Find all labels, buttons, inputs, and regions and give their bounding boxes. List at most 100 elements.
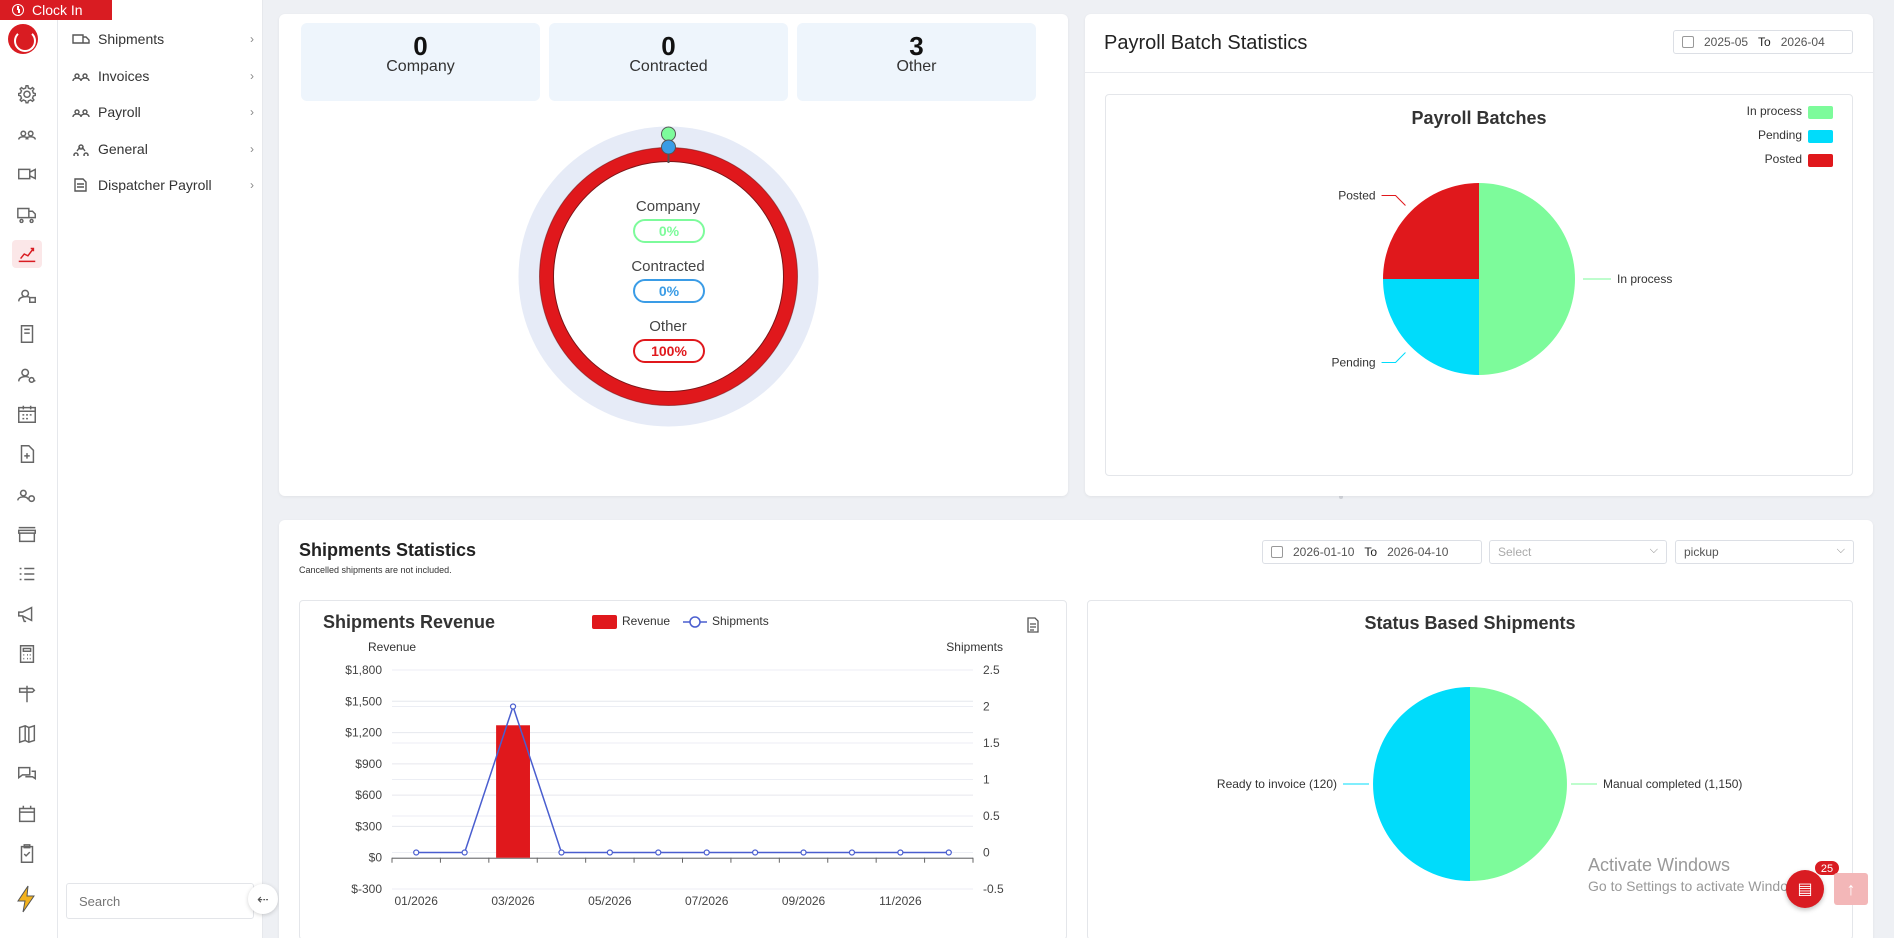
bar-revenue[interactable] [496, 725, 530, 858]
collapse-sidebar-button[interactable]: ⇠ [248, 884, 278, 914]
rail-megaphone[interactable] [12, 600, 42, 628]
payroll-panel-title: Payroll Batch Statistics [1104, 32, 1308, 54]
driver-type-donut [518, 126, 819, 427]
export-document-icon[interactable] [1026, 617, 1040, 633]
scroll-top-button[interactable]: ↑ [1834, 873, 1868, 905]
pie-slice[interactable] [1470, 687, 1567, 881]
payroll-date-range[interactable]: 2025-05 To 2026-04 [1673, 30, 1853, 54]
rail-dashboard-chart[interactable] [12, 240, 42, 268]
pie-slice[interactable] [1373, 687, 1470, 881]
point-shipments[interactable] [606, 849, 613, 856]
rail-video[interactable] [12, 160, 42, 188]
donut-label-contracted: Contracted [631, 258, 705, 275]
rail-calendar[interactable] [12, 400, 42, 428]
nodes-icon [73, 143, 89, 156]
point-shipments[interactable] [413, 849, 420, 856]
shipment-type-select[interactable]: pickup ⌵ [1675, 540, 1854, 564]
shipments-date-range[interactable]: 2026-01-10 To 2026-04-10 [1262, 540, 1482, 564]
point-shipments[interactable] [848, 849, 856, 856]
sidebar-search-input[interactable] [66, 883, 254, 919]
rail-signpost[interactable] [12, 680, 42, 708]
point-shipments[interactable] [752, 849, 759, 856]
legend-swatch[interactable] [1808, 154, 1833, 167]
rail-gear[interactable] [12, 80, 42, 108]
dashboard-chart-icon [18, 247, 36, 263]
point-shipments[interactable] [655, 849, 662, 856]
rail-file-add[interactable] [12, 440, 42, 468]
pie-slice[interactable] [1383, 279, 1479, 375]
chevron-right-icon: › [250, 141, 254, 156]
chevron-right-icon: › [250, 105, 254, 119]
rail-map[interactable] [12, 720, 42, 748]
subnav-item-invoices[interactable]: Invoices › [72, 65, 258, 87]
rail-checklist[interactable] [12, 840, 42, 868]
point-shipments[interactable] [800, 849, 807, 856]
x-tick-label: 07/2026 [685, 894, 729, 908]
stat-value: 0 [413, 31, 428, 61]
app-logo[interactable] [8, 24, 38, 54]
pie-slice[interactable] [1383, 183, 1479, 279]
rail-chat[interactable] [12, 760, 42, 788]
signpost-icon [18, 685, 36, 703]
select-value: pickup [1684, 545, 1719, 559]
windows-activation-watermark: Activate Windows Go to Settings to activ… [1588, 855, 1809, 894]
date-to[interactable]: 2026-04-10 [1387, 545, 1449, 559]
point-shipments[interactable] [703, 849, 710, 856]
rail-list[interactable] [12, 560, 42, 588]
y-tick-label: $1,200 [345, 726, 382, 740]
point-shipments[interactable] [897, 849, 904, 856]
payroll-batches-chart: Payroll Batches In process Pending Posted In… [1332, 104, 1833, 375]
arrow-left-icon: ⇠ [257, 890, 269, 907]
legend-swatch[interactable] [1808, 130, 1833, 143]
rail-calculator[interactable] [12, 640, 42, 668]
store-icon [18, 526, 36, 543]
subnav-item-label: Dispatcher Payroll [98, 177, 212, 193]
chat-button[interactable]: ▤ [1786, 870, 1824, 908]
subnav-item-payroll[interactable]: Payroll › [72, 101, 258, 123]
rail-calendar-solid[interactable] [12, 800, 42, 828]
chevron-down-icon: ⌵ [1836, 544, 1845, 556]
rail-team[interactable] [12, 120, 42, 148]
point-shipments[interactable] [461, 849, 468, 856]
rail-book[interactable] [12, 320, 42, 348]
calendar-solid-icon [18, 805, 36, 823]
y2-tick-label: 2.5 [983, 663, 1000, 677]
clock-icon [12, 4, 24, 16]
x-tick-label: 03/2026 [491, 894, 535, 908]
point-shipments[interactable] [945, 849, 952, 856]
subnav-item-general[interactable]: General › [72, 138, 258, 160]
subnav-item-dispatcher-payroll[interactable]: Dispatcher Payroll › [72, 174, 258, 196]
x-tick-label: 11/2026 [879, 894, 922, 908]
point-shipments[interactable] [509, 703, 517, 710]
truck-icon [72, 34, 90, 44]
date-from[interactable]: 2026-01-10 [1293, 545, 1355, 559]
lightning-icon[interactable] [14, 885, 38, 913]
stat-card-contracted: 0 Contracted [549, 23, 788, 101]
rail-truck[interactable] [12, 200, 42, 228]
legend-swatch-revenue[interactable] [592, 615, 617, 629]
date-to[interactable]: 2026-04 [1780, 35, 1825, 49]
legend-label: Shipments [712, 614, 769, 628]
legend-label: Posted [1765, 152, 1802, 166]
point-shipments[interactable] [558, 849, 565, 856]
subnav-item-shipments[interactable]: Shipments › [72, 28, 258, 50]
select-placeholder: Select [1498, 545, 1532, 559]
clock-in-button[interactable]: Clock In [0, 0, 112, 20]
rail-user-search[interactable] [12, 360, 42, 388]
rail-user-lock[interactable] [12, 280, 42, 308]
rail-users-gear[interactable] [12, 480, 42, 508]
stat-card-company: 0 Company [301, 23, 540, 101]
chevron-right-icon: › [250, 68, 254, 83]
rail-store[interactable] [12, 520, 42, 548]
pie-slice[interactable] [1479, 183, 1575, 375]
shipments-subtitle: Cancelled shipments are not included. [299, 565, 452, 575]
y2-tick-label: 0 [983, 846, 990, 860]
stat-value: 3 [909, 31, 924, 61]
legend-swatch[interactable] [1808, 106, 1833, 119]
pie-label-line [1381, 195, 1406, 206]
chevron-right-icon: › [250, 32, 254, 46]
date-from[interactable]: 2025-05 [1704, 35, 1749, 49]
stat-label: Company [386, 58, 455, 75]
pie-slice-label: Posted [1338, 189, 1375, 203]
filter-select[interactable]: Select ⌵ [1489, 540, 1667, 564]
